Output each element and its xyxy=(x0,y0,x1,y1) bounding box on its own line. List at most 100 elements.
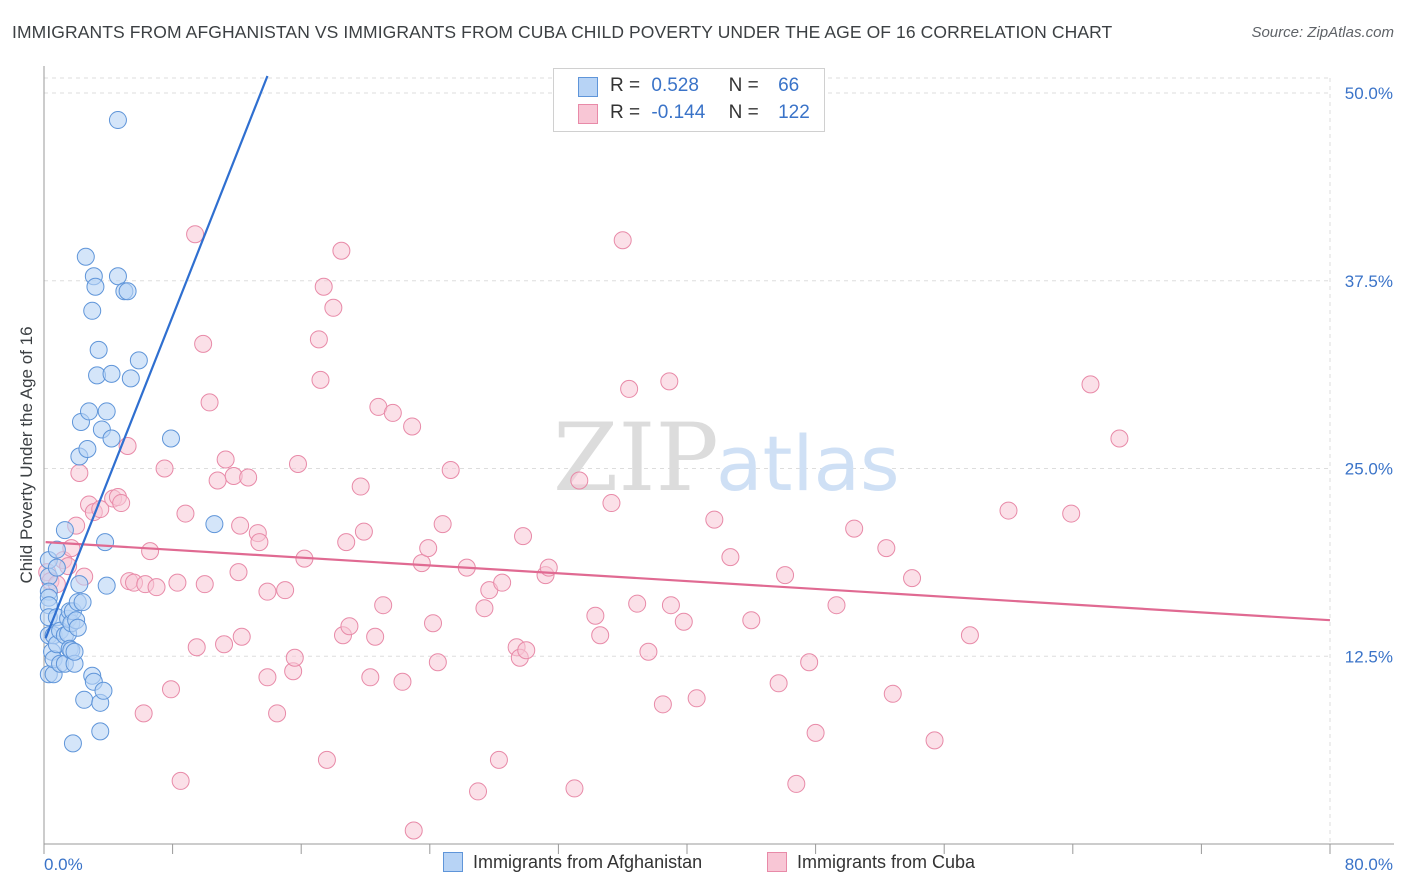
watermark-atlas: atlas xyxy=(716,419,900,508)
cuba-point xyxy=(877,539,896,558)
x-tick-label-max: 80.0% xyxy=(1345,855,1393,874)
cuba-point xyxy=(925,731,944,750)
cuba-point xyxy=(591,626,610,645)
afghanistan-point xyxy=(47,540,66,559)
afghanistan-point xyxy=(70,575,89,594)
cuba-point xyxy=(112,494,131,513)
cuba-point xyxy=(570,471,589,490)
cuba-point xyxy=(469,782,488,801)
cuba-point xyxy=(800,653,819,672)
cuba-point xyxy=(586,606,605,625)
afghanistan-point xyxy=(205,515,224,534)
legend-n-label: N = xyxy=(728,75,759,96)
cuba-point xyxy=(489,750,508,769)
afghanistan-point xyxy=(65,642,84,661)
cuba-point xyxy=(285,648,304,667)
cuba-point xyxy=(661,596,680,615)
afghanistan-point xyxy=(102,364,121,383)
cuba-point xyxy=(324,298,343,317)
cuba-point xyxy=(827,596,846,615)
cuba-point xyxy=(340,617,359,636)
cuba-point xyxy=(403,417,422,436)
cuba-point xyxy=(314,277,333,296)
afghanistan-trend-line xyxy=(44,75,269,639)
tick-labels: 12.5% 25.0% 37.5% 50.0% 0.0% 80.0% xyxy=(44,84,1393,874)
afghanistan-point xyxy=(83,301,102,320)
cuba-point xyxy=(620,379,639,398)
cuba-point xyxy=(721,548,740,567)
afghanistan-point xyxy=(76,247,95,266)
watermark: ZIP atlas xyxy=(553,404,900,513)
cuba-point xyxy=(742,611,761,630)
bottom-legend-label-afghanistan: Immigrants from Afghanistan xyxy=(473,852,703,872)
legend-r-value: -0.144 xyxy=(651,102,706,123)
cuba-point xyxy=(776,566,795,585)
cuba-point xyxy=(393,672,412,691)
afghanistan-point xyxy=(108,111,127,130)
cuba-point xyxy=(787,774,806,793)
axes xyxy=(43,66,1394,854)
cuba-point xyxy=(288,455,307,474)
cuba-point xyxy=(769,674,788,693)
afghanistan-point xyxy=(55,521,74,540)
cuba-point xyxy=(705,510,724,529)
chart-title: IMMIGRANTS FROM AFGHANISTAN VS IMMIGRANT… xyxy=(12,22,1113,42)
cuba-point xyxy=(176,504,195,523)
cuba-point xyxy=(361,668,380,687)
cuba-point xyxy=(231,516,250,535)
bottom-legend-cuba: Immigrants from Cuba xyxy=(767,852,975,873)
afghanistan-point xyxy=(80,402,99,421)
afghanistan-point xyxy=(47,558,66,577)
cuba-point xyxy=(639,642,658,661)
afghanistan-point xyxy=(94,681,113,700)
cuba-point xyxy=(258,582,277,601)
cuba-point xyxy=(475,599,494,618)
afghanistan-point xyxy=(121,369,140,388)
legend-swatch-cuba xyxy=(578,104,598,124)
legend-n-label: N = xyxy=(728,102,759,123)
cuba-point xyxy=(602,494,621,513)
bottom-legend-afghanistan: Immigrants from Afghanistan xyxy=(443,852,702,873)
legend-r-label: R = xyxy=(610,75,641,96)
legend-n-value: 122 xyxy=(778,102,810,123)
afghanistan-point xyxy=(108,267,127,286)
cuba-point xyxy=(147,578,166,597)
cuba-point xyxy=(309,330,328,349)
cuba-point xyxy=(441,461,460,480)
cuba-point xyxy=(317,750,336,769)
y-tick-label: 12.5% xyxy=(1345,647,1393,666)
cuba-point xyxy=(383,403,402,422)
cuba-point xyxy=(70,464,89,483)
cuba-point xyxy=(845,519,864,538)
cuba-point xyxy=(187,638,206,657)
cuba-point xyxy=(216,450,235,469)
cuba-point xyxy=(366,627,385,646)
cuba-point xyxy=(215,635,234,654)
afghanistan-point xyxy=(97,576,116,595)
cuba-point xyxy=(1110,429,1129,448)
cuba-point xyxy=(337,533,356,552)
cuba-point xyxy=(514,527,533,546)
cuba-point xyxy=(419,539,438,558)
cuba-point xyxy=(687,689,706,708)
afghanistan-point xyxy=(118,282,137,301)
cuba-point xyxy=(404,821,423,840)
cuba-point xyxy=(674,612,693,631)
trend-lines xyxy=(44,75,1331,639)
cuba-point xyxy=(194,334,213,353)
cuba-points xyxy=(38,225,1129,840)
cuba-point xyxy=(332,241,351,260)
afghanistan-point xyxy=(75,690,94,709)
afghanistan-point xyxy=(129,351,148,370)
afghanistan-points xyxy=(39,111,224,753)
cuba-point xyxy=(903,569,922,588)
cuba-point xyxy=(653,695,672,714)
cuba-point xyxy=(351,477,370,496)
cuba-point xyxy=(806,723,825,742)
cuba-point xyxy=(208,471,227,490)
bottom-legend-swatch-afghanistan xyxy=(443,852,463,872)
correlation-legend: R = 0.528 N = 66 R = -0.144 N = 122 xyxy=(553,68,825,132)
cuba-point xyxy=(660,372,679,391)
legend-r-value: 0.528 xyxy=(651,75,699,96)
